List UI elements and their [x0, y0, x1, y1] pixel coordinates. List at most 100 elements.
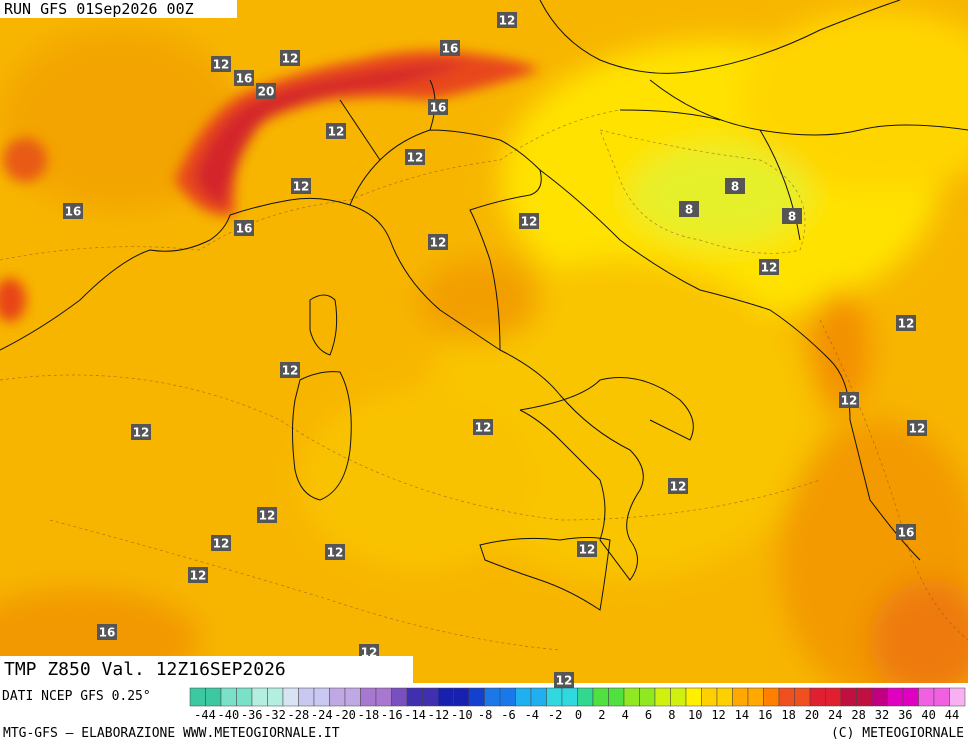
- colorbar-swatch: [949, 687, 966, 707]
- colorbar-label: 12: [711, 708, 725, 722]
- colorbar-swatch: [406, 687, 423, 707]
- contour-label-box: [907, 420, 927, 436]
- contour-label-text: 12: [475, 421, 492, 435]
- contour-label-box: [428, 234, 448, 250]
- colorbar-swatch: [778, 687, 795, 707]
- contour-label: 16: [97, 624, 117, 640]
- colorbar-label: 6: [645, 708, 652, 722]
- contour-label-text: 12: [133, 426, 150, 440]
- contour-label-box: [759, 259, 779, 275]
- contour-label: 12: [428, 234, 448, 250]
- contour-label-box: [280, 362, 300, 378]
- contour-label-text: 12: [579, 543, 596, 557]
- colorbar-swatch: [902, 687, 919, 707]
- colorbar-label: -36: [241, 708, 263, 722]
- colorbar-swatch: [654, 687, 671, 707]
- colorbar-label: -24: [311, 708, 333, 722]
- contour-label-text: 12: [898, 317, 915, 331]
- contour-label: 12: [473, 419, 493, 435]
- copyright-label: (C) METEOGIORNALE: [831, 726, 964, 741]
- colorbar-swatch: [298, 687, 315, 707]
- contour-label-box: [839, 392, 859, 408]
- contour-label-text: 8: [731, 180, 739, 194]
- colorbar-swatch: [484, 687, 501, 707]
- colorbar-swatch: [453, 687, 470, 707]
- colorbar-swatch: [747, 687, 764, 707]
- contour-label: 12: [759, 259, 779, 275]
- colorbar-label: 32: [875, 708, 889, 722]
- contour-label-text: 8: [685, 203, 693, 217]
- colorbar-label: -28: [288, 708, 310, 722]
- colorbar-label: -32: [264, 708, 286, 722]
- contour-label-box: [291, 178, 311, 194]
- colorbar-swatch: [546, 687, 563, 707]
- contour-label-box: [211, 535, 231, 551]
- contour-label: 8: [679, 201, 699, 217]
- colorbar-swatch: [871, 687, 888, 707]
- colorbar-swatch: [608, 687, 625, 707]
- contour-label-box: [497, 12, 517, 28]
- contour-label-text: 12: [213, 537, 230, 551]
- contour-label-text: 12: [282, 52, 299, 66]
- contour-label-text: 12: [293, 180, 310, 194]
- contour-label-box: [725, 178, 745, 194]
- colorbar-label: -12: [428, 708, 450, 722]
- run-label: RUN GFS 01Sep2026 00Z: [4, 0, 194, 18]
- colorbar-swatch: [701, 687, 718, 707]
- contour-label: 12: [131, 424, 151, 440]
- contour-label-text: 12: [259, 509, 276, 523]
- colorbar-swatch: [515, 687, 532, 707]
- colorbar-swatch: [251, 687, 268, 707]
- contour-label: 12: [280, 50, 300, 66]
- contour-label-box: [405, 149, 425, 165]
- colorbar-label: 14: [735, 708, 749, 722]
- colorbar-label: -40: [218, 708, 240, 722]
- contour-label: 12: [257, 507, 277, 523]
- colorbar-label: 28: [851, 708, 865, 722]
- colorbar-swatch: [794, 687, 811, 707]
- contour-label-text: 20: [258, 85, 275, 99]
- colorbar-label: -4: [525, 708, 539, 722]
- colorbar-label: 44: [945, 708, 959, 722]
- colorbar-swatch: [236, 687, 253, 707]
- contour-label: 12: [211, 56, 231, 72]
- colorbar-label: 16: [758, 708, 772, 722]
- colorbar-swatch: [468, 687, 485, 707]
- colorbar-swatch: [623, 687, 640, 707]
- contour-label: 12: [839, 392, 859, 408]
- contour-label-text: 16: [236, 222, 253, 236]
- contour-label: 12: [497, 12, 517, 28]
- contour-label: 12: [325, 544, 345, 560]
- colorbar-label: 24: [828, 708, 842, 722]
- contour-label-box: [428, 99, 448, 115]
- colorbar-swatch: [639, 687, 656, 707]
- contour-label-text: 12: [521, 215, 538, 229]
- contour-label-box: [188, 567, 208, 583]
- colorbar-swatch: [205, 687, 222, 707]
- colorbar-swatch: [763, 687, 780, 707]
- contour-label-box: [131, 424, 151, 440]
- contour-label-box: [668, 478, 688, 494]
- contour-label-box: [896, 315, 916, 331]
- colorbar-swatch: [530, 687, 547, 707]
- contour-label-box: [782, 208, 802, 224]
- colorbar-label: 36: [898, 708, 912, 722]
- contour-label-text: 16: [65, 205, 82, 219]
- colorbar-label: 18: [781, 708, 795, 722]
- contour-label: 12: [519, 213, 539, 229]
- contour-label: 12: [907, 420, 927, 436]
- contour-label: 16: [440, 40, 460, 56]
- field-box: [0, 656, 413, 683]
- contour-label-text: 16: [898, 526, 915, 540]
- colorbar-label: -44: [194, 708, 216, 722]
- contour-label-text: 12: [327, 546, 344, 560]
- contour-label: 12: [668, 478, 688, 494]
- contour-label-box: [257, 507, 277, 523]
- credit-label: MTG-GFS — ELABORAZIONE WWW.METEOGIORNALE…: [3, 726, 340, 741]
- colorbar-swatch: [592, 687, 609, 707]
- contour-label: 16: [234, 220, 254, 236]
- colorbar-label: 20: [805, 708, 819, 722]
- contour-label-text: 16: [442, 42, 459, 56]
- contour-label: 8: [725, 178, 745, 194]
